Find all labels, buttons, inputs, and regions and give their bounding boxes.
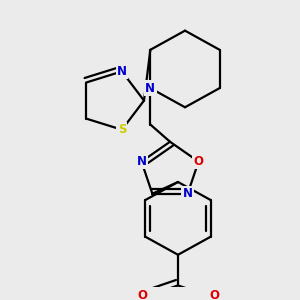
Text: O: O — [209, 289, 219, 300]
Text: N: N — [146, 82, 155, 94]
Text: N: N — [117, 65, 127, 78]
Text: N: N — [183, 187, 193, 200]
Text: O: O — [137, 289, 147, 300]
Text: O: O — [194, 155, 203, 168]
Text: S: S — [118, 123, 126, 136]
Text: N: N — [136, 155, 146, 168]
